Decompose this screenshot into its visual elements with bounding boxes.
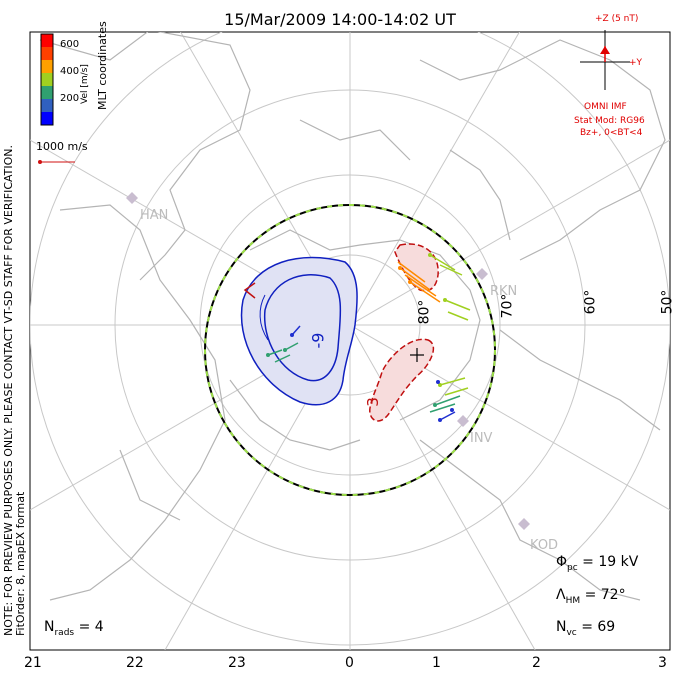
negative-cell-outer: [240, 256, 358, 406]
map-title: 15/Mar/2009 14:00-14:02 UT: [224, 10, 456, 29]
negative-cell-inner: [263, 274, 342, 382]
negative-cell-core: [259, 294, 269, 341]
coastlines: [39, 32, 666, 601]
mlt-tick-21: 21: [24, 655, 42, 671]
lat-label-80: 80°: [416, 299, 433, 325]
lat-label-60: 60°: [582, 289, 599, 315]
station-kod: KOD: [530, 538, 559, 553]
imf-model: Stat Mod: RG96: [574, 116, 645, 126]
vector-scale: [38, 160, 75, 164]
legend-tick-600: 600: [60, 39, 80, 50]
imf-z-label: +Z (5 nT): [595, 14, 639, 24]
velocity-vectors: [267, 254, 471, 421]
lat-label-50: 50°: [659, 289, 676, 315]
contour-label-negative: -9: [308, 332, 328, 349]
legend-coords: MLT coordinates: [96, 21, 109, 110]
mlt-tick-0: 0: [345, 655, 354, 671]
stat-phi: Φpc = 19 kV: [556, 554, 639, 573]
imf-vector: [600, 46, 610, 62]
station-han: HAN: [140, 208, 169, 223]
imf-y-label: +Y: [629, 58, 643, 68]
mlt-tick-3: 3: [658, 655, 667, 671]
stat-nvc: Nvc = 69: [556, 619, 616, 638]
fit-note: FitOrder: 8, mapEX format: [14, 491, 27, 636]
pole-cross: [410, 348, 424, 362]
hm-boundary-dash: [204, 204, 496, 496]
positive-fragment: [243, 282, 256, 299]
mlt-tick-1: 1: [432, 655, 441, 671]
mlt-tick-22: 22: [126, 655, 144, 671]
station-inv: INV: [470, 431, 493, 446]
stat-lambda: ΛHM = 72°: [556, 587, 626, 606]
lat-label-70: 70°: [499, 293, 516, 319]
legend-tick-400: 400: [60, 66, 80, 77]
imf-source: OMNI IMF: [584, 102, 627, 112]
stat-nrads: Nrads = 4: [44, 619, 104, 638]
legend-tick-200: 200: [60, 93, 80, 104]
mlt-tick-23: 23: [228, 655, 246, 671]
station-rkn: RKN: [490, 284, 518, 299]
vector-dots: [266, 253, 454, 422]
imf-condition: Bz+, 0<BT<4: [580, 128, 643, 138]
color-legend: [40, 33, 54, 126]
station-markers: [126, 192, 530, 530]
mlt-tick-2: 2: [532, 655, 541, 671]
legend-title: Vel [m/s]: [80, 64, 90, 104]
contour-label-positive: 3: [363, 397, 382, 407]
vector-scale-label: 1000 m/s: [36, 140, 88, 153]
